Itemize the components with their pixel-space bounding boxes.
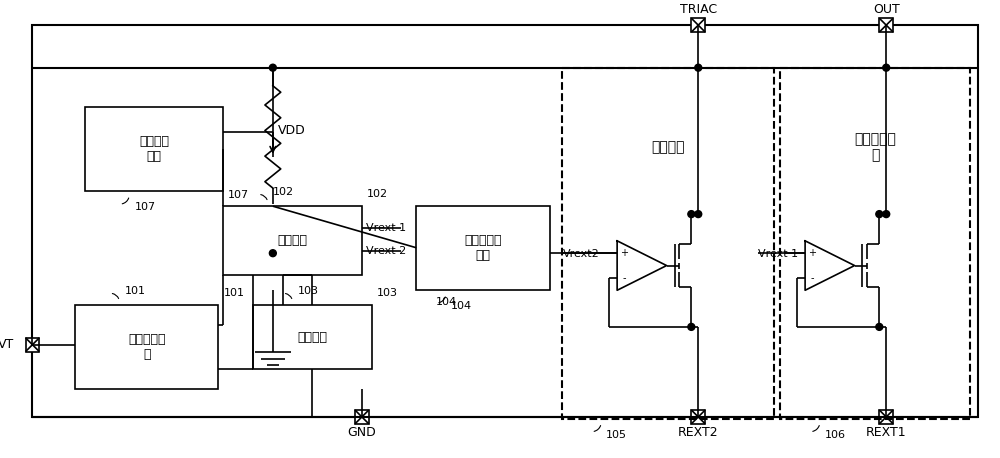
Bar [879,18,893,32]
Text: VDD: VDD [278,124,306,136]
Text: TRIAC: TRIAC [680,3,717,16]
Text: 101: 101 [124,286,145,296]
Text: 103: 103 [377,288,398,298]
Text: 107: 107 [134,202,155,212]
Text: 102: 102 [367,189,388,199]
Text: -: - [622,273,626,283]
Text: 过温模块: 过温模块 [297,331,327,344]
Text: REXT2: REXT2 [678,426,719,439]
Circle shape [695,211,702,218]
Text: Vrext 1: Vrext 1 [366,223,406,233]
Text: Vrext2: Vrext2 [563,249,599,259]
Circle shape [883,211,890,218]
Text: 线网补偿模
块: 线网补偿模 块 [128,333,165,361]
Text: 104: 104 [436,297,457,307]
Text: 泄放模块: 泄放模块 [651,140,685,154]
Bar [879,410,893,424]
Bar [780,68,970,419]
Text: 恒流驱动模
块: 恒流驱动模 块 [854,132,896,162]
Text: 107: 107 [228,191,249,200]
Bar [691,410,705,424]
Text: 103: 103 [298,286,319,296]
Text: -: - [810,273,814,283]
Circle shape [876,211,883,218]
Circle shape [876,323,883,330]
Text: Vrext 2: Vrext 2 [366,245,406,256]
Circle shape [883,64,890,71]
Circle shape [269,250,276,256]
Text: +: + [620,248,628,258]
Text: GND: GND [348,426,376,439]
Bar [26,338,39,352]
Text: +: + [808,248,816,258]
Text: 106: 106 [825,430,846,440]
Text: 104: 104 [451,301,472,311]
Text: 105: 105 [606,430,627,440]
Circle shape [688,323,695,330]
Text: 102: 102 [273,187,294,197]
Text: REXT1: REXT1 [866,426,907,439]
Text: 电源转换
模块: 电源转换 模块 [139,135,169,164]
Bar [32,25,978,417]
Bar [253,305,372,370]
Bar [416,206,550,290]
Text: 可控硫检测
模块: 可控硫检测 模块 [464,234,502,262]
Text: Vrext 1: Vrext 1 [758,249,798,259]
Bar [85,107,223,191]
Circle shape [688,211,695,218]
Text: OUT: OUT [873,3,900,16]
Bar [562,68,774,419]
Bar [691,18,705,32]
Text: VT: VT [0,338,15,351]
Circle shape [269,64,276,71]
Bar [355,410,369,424]
Text: 101: 101 [223,288,244,298]
Bar [75,305,218,389]
Text: 基准模块: 基准模块 [278,234,308,247]
Bar [223,206,362,275]
Circle shape [695,64,702,71]
